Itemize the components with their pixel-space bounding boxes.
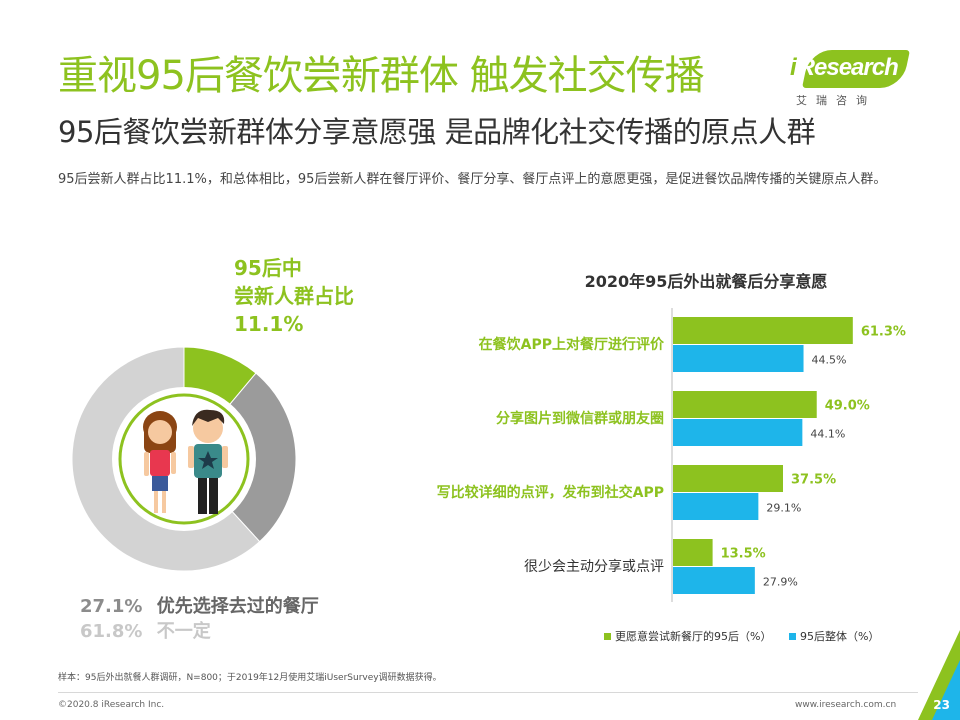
bar-legend: 更愿意尝试新餐厅的95后（%） 95后整体（%） (604, 628, 879, 644)
pie-legend-label: 不一定 (156, 621, 211, 642)
illustration-ring (118, 393, 250, 525)
pie-legend-label: 优先选择去过的餐厅 (156, 596, 319, 617)
pie-callout: 95后中 尝新人群占比 11.1% (234, 254, 354, 338)
pie-callout-line-3: 11.1% (234, 312, 304, 336)
bar-0-0 (673, 317, 853, 344)
boy-illustration-icon (188, 409, 228, 514)
bar-0-1 (673, 345, 804, 372)
bar-category-label: 很少会主动分享或点评 (524, 558, 664, 575)
legend-label: 95后整体（%） (799, 630, 880, 643)
legend-item-overall: 95后整体（%） (788, 630, 880, 643)
bar-chart-title: 2020年95后外出就餐后分享意愿 (584, 272, 828, 291)
legend-label: 更愿意尝试新餐厅的95后（%） (615, 630, 772, 643)
bar-value-label: 37.5% (791, 473, 836, 488)
logo-research: Research (797, 54, 899, 81)
iresearch-logo: iResearch 艾瑞咨询 (788, 48, 913, 110)
logo-wordmark: iResearch (788, 54, 899, 82)
logo-subtitle: 艾瑞咨询 (796, 94, 876, 107)
pie-legend-row-prefer: 27.1% 优先选择去过的餐厅 (80, 592, 319, 618)
legend-swatch-green (604, 633, 611, 640)
bar-1-0 (673, 391, 817, 418)
page-title: 重视95后餐饮尝新群体 触发社交传播 (58, 53, 705, 99)
page-number: 23 (933, 698, 950, 712)
bar-value-label: 44.1% (810, 428, 845, 441)
footer-divider (58, 692, 918, 693)
bar-value-label: 61.3% (861, 325, 906, 340)
legend-item-newdiner: 更愿意尝试新餐厅的95后（%） (604, 630, 771, 643)
pie-legend-value: 61.8% (80, 621, 143, 642)
bar-chart: 在餐饮APP上对餐厅进行评价 61.3% 44.5% 分享图片到微信群或朋友圈 49.0… (437, 308, 906, 602)
logo-i: i (788, 54, 798, 81)
bar-3-1 (673, 567, 755, 594)
pie-legend-value: 27.1% (80, 596, 143, 617)
copyright: ©2020.8 iResearch Inc. (58, 700, 165, 710)
bar-category-label: 写比较详细的点评，发布到社交APP (437, 484, 664, 501)
bar-category-label: 在餐饮APP上对餐厅进行评价 (479, 336, 665, 353)
pie-callout-line-1: 95后中 (234, 256, 302, 280)
page-subtitle: 95后餐饮尝新群体分享意愿强 是品牌化社交传播的原点人群 (58, 115, 816, 149)
bar-value-label: 44.5% (812, 354, 847, 367)
bar-value-label: 29.1% (766, 502, 801, 515)
legend-swatch-blue (788, 633, 796, 640)
girl-illustration-icon (143, 411, 177, 513)
pie-legend-row-unsure: 61.8% 不一定 (80, 617, 211, 643)
donut-chart (71, 346, 297, 572)
bar-3-0 (673, 539, 713, 566)
bar-2-1 (673, 493, 759, 520)
bar-layer: 在餐饮APP上对餐厅进行评价 61.3% 44.5% 分享图片到微信群或朋友圈 49.0… (437, 308, 906, 602)
bar-2-0 (673, 465, 783, 492)
bar-value-label: 27.9% (763, 576, 798, 589)
website-url: www.iresearch.com.cn (795, 700, 897, 710)
description-text: 95后尝新人群占比11.1%，和总体相比，95后尝新人群在餐厅评价、餐厅分享、餐… (58, 172, 887, 187)
pie-callout-line-2: 尝新人群占比 (234, 284, 354, 308)
bar-1-1 (673, 419, 803, 446)
bar-value-label: 49.0% (825, 399, 870, 414)
sample-footnote: 样本：95后外出就餐人群调研，N=800；于2019年12月使用艾瑞iUserS… (58, 673, 442, 683)
bar-category-label: 分享图片到微信群或朋友圈 (496, 410, 664, 427)
corner-decoration (918, 630, 960, 720)
bar-value-label: 13.5% (721, 547, 766, 562)
